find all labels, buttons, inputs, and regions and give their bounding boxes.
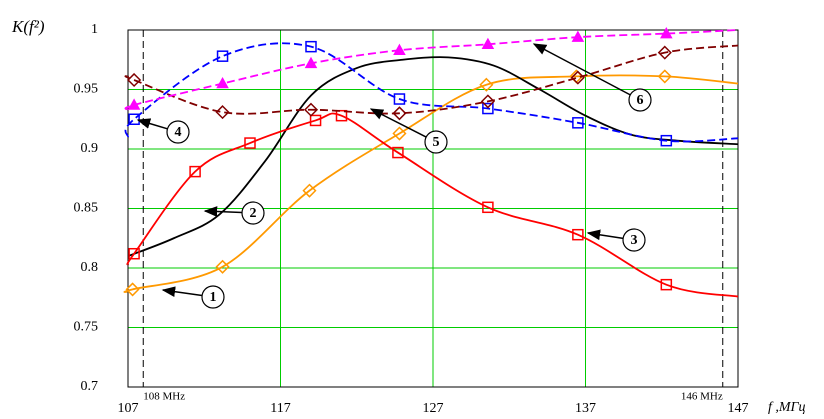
series-line xyxy=(123,74,739,293)
x-tick-label: 137 xyxy=(575,401,596,416)
y-tick-label: 0.75 xyxy=(74,320,99,335)
marker xyxy=(244,137,256,149)
callout-circle xyxy=(424,130,448,154)
marker xyxy=(304,56,318,69)
marker xyxy=(570,70,585,85)
y-tick-label: 0.85 xyxy=(74,201,99,216)
marker xyxy=(216,77,229,89)
marker xyxy=(571,30,585,42)
marker xyxy=(660,134,673,147)
marker xyxy=(309,114,322,127)
marker xyxy=(392,106,407,121)
marker xyxy=(127,72,142,88)
marker xyxy=(482,102,494,115)
reference-label: 108 MHz xyxy=(143,391,185,403)
callout-arrow xyxy=(203,206,243,217)
marker xyxy=(305,40,317,53)
marker xyxy=(482,201,494,214)
marker xyxy=(335,109,348,122)
marker xyxy=(480,94,495,109)
marker xyxy=(479,77,494,92)
y-tick-label: 0.8 xyxy=(81,260,99,275)
legend-label: 5 xyxy=(433,135,440,150)
marker xyxy=(572,117,584,129)
x-tick-label: 107 xyxy=(118,401,139,416)
marker xyxy=(392,126,407,141)
marker xyxy=(657,69,672,84)
callout-arrow xyxy=(586,229,624,241)
series-line xyxy=(124,42,739,143)
marker xyxy=(302,183,317,198)
legend-label: 2 xyxy=(250,206,257,221)
y-tick-label: 1 xyxy=(91,22,98,37)
marker xyxy=(303,102,319,117)
marker xyxy=(189,165,201,178)
y-tick-label: 0.7 xyxy=(81,379,99,394)
y-axis-label: K(f²) xyxy=(11,17,45,36)
marker xyxy=(657,45,672,60)
marker xyxy=(392,146,404,159)
marker xyxy=(215,105,230,120)
x-tick-label: 117 xyxy=(270,401,290,416)
callout-circle xyxy=(622,228,646,252)
x-axis-label: f ,МГц xyxy=(768,400,806,415)
callout-arrow xyxy=(161,286,203,298)
x-tick-label: 127 xyxy=(423,401,444,416)
marker xyxy=(572,228,584,241)
y-tick-label: 0.9 xyxy=(81,141,99,156)
reference-label: 146 MHz xyxy=(681,391,723,403)
legend-label: 4 xyxy=(175,125,182,140)
callout-circle xyxy=(201,285,225,309)
marker xyxy=(128,247,140,260)
marker xyxy=(127,98,141,110)
callout-circle xyxy=(241,201,265,225)
x-tick-label: 147 xyxy=(728,401,749,416)
series-line xyxy=(124,44,739,115)
callout-arrow xyxy=(369,108,427,138)
marker xyxy=(215,259,230,274)
marker xyxy=(393,43,406,55)
callout-circle xyxy=(166,120,190,144)
marker xyxy=(660,278,673,291)
series-line xyxy=(126,112,739,298)
plot-frame xyxy=(127,29,739,388)
callout-circle xyxy=(628,88,652,112)
legend-label: 6 xyxy=(637,93,644,108)
marker xyxy=(393,93,406,105)
callout-arrow xyxy=(136,118,168,130)
marker xyxy=(660,27,673,39)
legend-label: 1 xyxy=(210,290,217,305)
legend-label: 3 xyxy=(631,233,638,248)
marker xyxy=(125,282,140,297)
y-tick-label: 0.95 xyxy=(74,82,99,97)
marker xyxy=(481,37,495,50)
marker xyxy=(216,50,229,62)
callout-arrow xyxy=(532,43,631,96)
